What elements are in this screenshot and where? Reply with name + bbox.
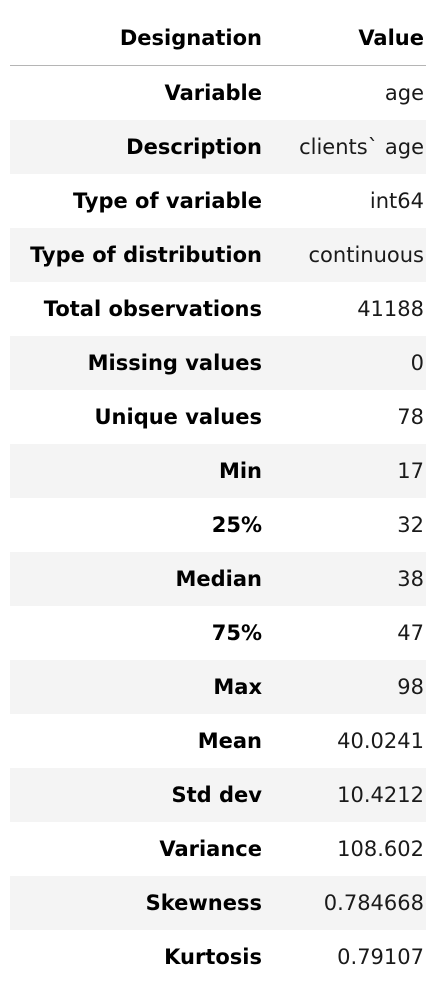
row-value: 47: [397, 621, 424, 645]
row-label: Mean: [197, 729, 262, 753]
table-row: Median 38: [10, 552, 426, 606]
row-label: Unique values: [94, 405, 263, 429]
table-row: Std dev 10.4212: [10, 768, 426, 822]
row-value: 38: [265, 552, 426, 606]
table-row: Unique values 78: [10, 390, 426, 444]
table-body: Variable age Description clients` age Type o…: [10, 66, 426, 985]
table-row: Total observations 41188: [10, 282, 426, 336]
row-label: Total observations: [43, 297, 262, 321]
row-label: Max: [10, 660, 265, 714]
table-header: Designation Value: [10, 10, 426, 66]
row-value: 0: [265, 336, 426, 390]
row-label: Skewness: [10, 876, 265, 930]
table-row: Mean 40.0241: [10, 714, 426, 768]
column-header-designation: Designation: [10, 10, 265, 66]
table-row: Variance 108.602: [10, 822, 426, 876]
row-label: Variance: [159, 837, 262, 861]
table-row: Variable age: [10, 66, 426, 121]
row-value: 0.784668: [265, 876, 426, 930]
table-row: Skewness 0.784668: [10, 876, 426, 930]
row-label: Median: [10, 552, 265, 606]
row-label: Variable: [164, 81, 262, 105]
row-value: age: [384, 81, 424, 105]
stats-table: Designation Value Variable age Description…: [10, 10, 426, 984]
row-label: Type of distribution: [10, 228, 265, 282]
row-value: 98: [265, 660, 426, 714]
table-row: 25% 32: [10, 498, 426, 552]
table-row: Description clients` age: [10, 120, 426, 174]
row-value: 40.0241: [337, 729, 424, 753]
column-header-value: Value: [265, 10, 426, 66]
row-value: clients` age: [265, 120, 426, 174]
row-label: Missing values: [10, 336, 265, 390]
row-value: 0.79107: [337, 945, 424, 969]
row-value: 10.4212: [265, 768, 426, 822]
header-row: Designation Value: [10, 10, 426, 66]
row-value: 108.602: [337, 837, 424, 861]
table-row: Min 17: [10, 444, 426, 498]
row-value: 41188: [357, 297, 424, 321]
row-label: Type of variable: [72, 189, 262, 213]
row-value: 17: [265, 444, 426, 498]
row-label: 75%: [211, 621, 262, 645]
table-row: Max 98: [10, 660, 426, 714]
table-row: Type of distribution continuous: [10, 228, 426, 282]
row-label: Std dev: [10, 768, 265, 822]
stats-table-container: Designation Value Variable age Description…: [10, 10, 426, 984]
table-row: Kurtosis 0.79107: [10, 930, 426, 984]
table-row: Type of variable int64: [10, 174, 426, 228]
row-label: 25%: [211, 513, 262, 537]
row-value: int64: [369, 189, 424, 213]
row-label: Description: [10, 120, 265, 174]
row-label: Kurtosis: [164, 945, 262, 969]
row-value: 32: [397, 513, 424, 537]
row-value: 78: [397, 405, 424, 429]
table-row: 75% 47: [10, 606, 426, 660]
row-value: continuous: [265, 228, 426, 282]
table-row: Missing values 0: [10, 336, 426, 390]
row-label: Min: [10, 444, 265, 498]
